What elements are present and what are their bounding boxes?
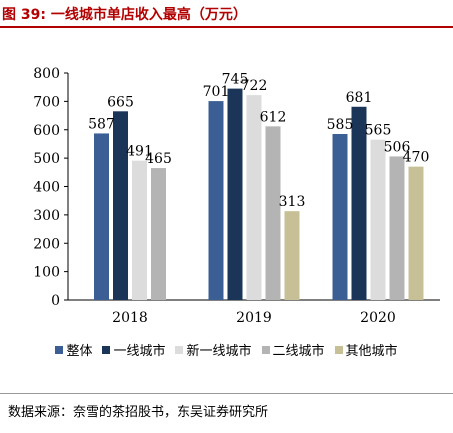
bar bbox=[265, 126, 281, 300]
figure-title-bar: 图 39: 一线城市单店收入最高（万元） bbox=[0, 0, 453, 28]
bar bbox=[370, 139, 386, 300]
bar bbox=[408, 166, 424, 300]
bar-chart: 0 100 200 300 400 500 600 700 800 2018 2019 2020 5… bbox=[33, 66, 440, 326]
legend-label: 二线城市 bbox=[272, 344, 325, 359]
figure-title: 图 39: 一线城市单店收入最高（万元） bbox=[2, 7, 247, 23]
bar bbox=[246, 95, 262, 300]
legend-label: 整体 bbox=[66, 344, 93, 359]
legend-swatch bbox=[102, 345, 111, 354]
bar bbox=[332, 134, 348, 300]
bar bbox=[351, 106, 367, 300]
legend-label: 其他城市 bbox=[345, 344, 398, 359]
data-label: 506 bbox=[384, 139, 411, 155]
legend-swatch bbox=[334, 345, 343, 354]
x-tick-label: 2019 bbox=[236, 310, 272, 326]
y-axis: 0 100 200 300 400 500 600 700 800 bbox=[33, 66, 69, 309]
legend-swatch bbox=[55, 345, 64, 354]
data-label: 313 bbox=[279, 194, 306, 210]
y-tick-label: 700 bbox=[33, 94, 60, 110]
data-label: 701 bbox=[203, 84, 230, 100]
source-note: 数据来源：奈雪的茶招股书，东吴证券研究所 bbox=[8, 405, 269, 420]
data-label: 565 bbox=[365, 123, 392, 139]
legend-label: 一线城市 bbox=[113, 344, 166, 359]
data-label: 470 bbox=[403, 150, 430, 166]
legend-swatch bbox=[261, 345, 270, 354]
x-tick-label: 2020 bbox=[360, 310, 396, 326]
y-tick-label: 800 bbox=[33, 66, 60, 82]
y-tick-label: 500 bbox=[33, 151, 60, 167]
data-label: 745 bbox=[222, 72, 249, 88]
data-label: 665 bbox=[107, 94, 134, 110]
bar bbox=[94, 133, 109, 300]
legend-item: 其他城市 bbox=[334, 340, 398, 359]
data-label: 722 bbox=[241, 78, 268, 94]
bar bbox=[284, 211, 300, 300]
y-tick-label: 400 bbox=[33, 180, 60, 196]
y-tick-label: 200 bbox=[33, 236, 60, 252]
legend-item: 二线城市 bbox=[261, 340, 325, 359]
data-label: 585 bbox=[327, 117, 354, 133]
bar bbox=[208, 101, 224, 300]
legend-item: 整体 bbox=[55, 340, 92, 359]
bars bbox=[94, 88, 424, 301]
y-tick-label: 100 bbox=[33, 265, 60, 281]
data-label: 465 bbox=[145, 151, 172, 167]
y-tick-label: 600 bbox=[33, 123, 60, 139]
legend: 整体 一线城市 新一线城市 二线城市 其他城市 bbox=[0, 340, 453, 359]
bar bbox=[113, 111, 128, 301]
data-label: 681 bbox=[346, 90, 373, 106]
x-axis: 2018 2019 2020 bbox=[68, 299, 440, 326]
legend-item: 新一线城市 bbox=[175, 340, 252, 359]
bar bbox=[227, 88, 243, 300]
bar bbox=[151, 168, 166, 300]
data-label: 587 bbox=[88, 116, 115, 132]
x-tick-label: 2018 bbox=[112, 310, 148, 326]
y-tick-label: 0 bbox=[51, 293, 60, 309]
data-label: 491 bbox=[126, 144, 153, 160]
legend-label: 新一线城市 bbox=[186, 344, 252, 359]
y-tick-label: 300 bbox=[33, 208, 60, 224]
data-label: 612 bbox=[260, 109, 287, 125]
bar bbox=[389, 156, 405, 300]
legend-swatch bbox=[175, 345, 184, 354]
bar bbox=[132, 160, 147, 300]
legend-item: 一线城市 bbox=[102, 340, 165, 359]
source-divider bbox=[0, 393, 453, 394]
